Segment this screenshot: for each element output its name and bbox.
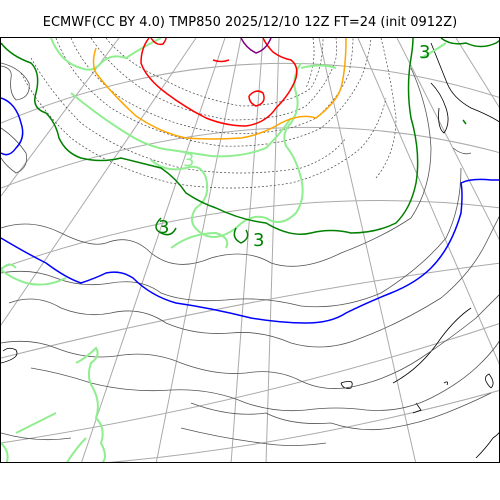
isotherm-line bbox=[92, 38, 347, 140]
contour-label: 3 bbox=[253, 230, 264, 251]
coastline-segment bbox=[430, 42, 499, 123]
isotherms-purple bbox=[240, 38, 272, 54]
isotherm-line bbox=[1, 442, 9, 462]
isotherm-line bbox=[462, 119, 467, 125]
isotherm-line bbox=[30, 340, 499, 412]
coastline-segment bbox=[443, 381, 448, 386]
isotherm-line bbox=[66, 437, 87, 462]
isotherm-line bbox=[212, 59, 230, 63]
isotherm-line bbox=[70, 92, 292, 158]
isotherm-line bbox=[180, 427, 327, 446]
coastline-segment bbox=[340, 380, 353, 389]
meridian-line bbox=[155, 38, 242, 462]
coastline-segment bbox=[475, 432, 499, 459]
isotherm-line bbox=[140, 38, 298, 127]
coastline-segment bbox=[430, 82, 449, 134]
meridian-line bbox=[230, 38, 264, 462]
meridian-line bbox=[396, 38, 499, 241]
latitude-line bbox=[1, 62, 499, 124]
coastline bbox=[1, 42, 499, 459]
isotherms-orange bbox=[92, 38, 347, 140]
isotherms-dark-green bbox=[1, 38, 499, 244]
isotherm-line bbox=[1, 178, 499, 324]
isotherm-line bbox=[1, 167, 462, 308]
coastline-segment bbox=[412, 402, 422, 414]
isotherm-line bbox=[75, 346, 106, 462]
contour-label: 3 bbox=[158, 217, 169, 238]
contour-labels: 3 3 3 3 bbox=[158, 42, 430, 251]
isotherm-line bbox=[50, 38, 162, 71]
contour-label: 3 bbox=[419, 42, 430, 63]
coastline-segment bbox=[392, 307, 472, 384]
isotherm-line bbox=[150, 38, 167, 46]
isotherm-line bbox=[1, 38, 419, 235]
meridian-line bbox=[81, 38, 226, 462]
isotherm-line bbox=[452, 147, 472, 155]
isotherms-thin bbox=[1, 62, 499, 446]
isotherm-line bbox=[1, 67, 432, 267]
isotherm-line bbox=[248, 90, 265, 107]
meridian-line bbox=[1, 38, 197, 326]
isotherms-blue bbox=[1, 97, 499, 324]
contour-label: 3 bbox=[183, 150, 194, 171]
isotherm-line bbox=[440, 38, 499, 48]
latitude-line bbox=[108, 390, 499, 462]
map-panel: 3 3 3 3 bbox=[0, 37, 500, 463]
latitude-line bbox=[1, 262, 499, 359]
isotherm-line bbox=[240, 38, 272, 54]
isotherm-line bbox=[1, 263, 17, 271]
isotherms-light-green bbox=[1, 38, 447, 462]
isotherm-line bbox=[8, 216, 499, 348]
isotherm-line bbox=[155, 217, 177, 236]
isotherms-dotted bbox=[20, 38, 397, 189]
meridian-line bbox=[455, 38, 499, 108]
isotherm-line bbox=[1, 269, 67, 286]
isotherm-line bbox=[1, 127, 27, 174]
isotherm-line bbox=[190, 392, 492, 431]
meridian-line bbox=[357, 38, 499, 365]
isotherm-line bbox=[1, 97, 24, 156]
latitude-line bbox=[1, 200, 499, 269]
coastline-segment bbox=[485, 373, 494, 389]
isotherm-line bbox=[375, 38, 397, 179]
isotherm-line bbox=[20, 72, 387, 189]
isotherm-line bbox=[70, 38, 354, 134]
latitude-line bbox=[1, 323, 499, 444]
isotherm-line bbox=[300, 64, 337, 69]
isotherm-line bbox=[1, 294, 499, 389]
meridian-line bbox=[318, 38, 417, 462]
isotherm-line bbox=[150, 62, 304, 238]
isotherm-line bbox=[305, 38, 315, 89]
isotherm-line bbox=[105, 38, 324, 107]
temperature-map: 3 3 3 3 bbox=[1, 38, 499, 462]
isotherm-line bbox=[90, 38, 337, 121]
meridian-line bbox=[265, 38, 280, 462]
isotherm-line bbox=[420, 42, 447, 59]
isotherms-red bbox=[140, 38, 298, 127]
map-title: ECMWF(CC BY 4.0) TMP850 2025/12/10 12Z F… bbox=[42, 15, 458, 30]
isotherm-line bbox=[233, 227, 249, 244]
isotherm-line bbox=[15, 412, 57, 434]
isotherm-line bbox=[170, 231, 229, 249]
isotherm-line bbox=[1, 432, 72, 441]
isotherm-line bbox=[1, 62, 30, 101]
coastline-segment bbox=[1, 347, 18, 364]
graticule bbox=[1, 38, 499, 462]
